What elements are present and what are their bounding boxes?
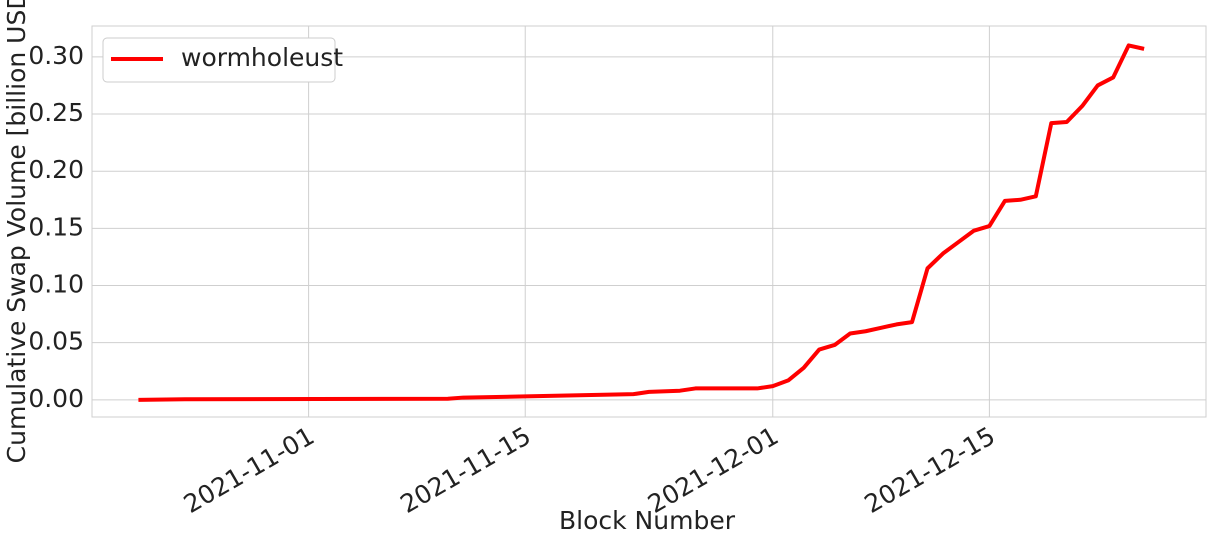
legend-box	[102, 37, 336, 83]
line	[138, 43, 1145, 402]
y-tick-label: 0.30	[28, 41, 84, 70]
x-tick-label: 2021-11-15	[395, 421, 535, 519]
y-tick-label: 0.10	[28, 270, 84, 299]
y-tick-label: 0.20	[28, 155, 84, 184]
plot-area	[91, 25, 1207, 418]
y-tick-label: 0.25	[28, 98, 84, 127]
y-tick-label: 0.15	[28, 212, 84, 241]
x-axis-label: Block Number	[559, 506, 736, 535]
x-tick-label: 2021-12-01	[643, 421, 783, 519]
y-tick-label: 0.00	[28, 384, 84, 413]
legend-label: wormholeust	[181, 43, 343, 72]
x-tick-label: 2021-12-15	[860, 421, 1000, 519]
y-axis-label: Cumulative Swap Volume [billion USD]	[2, 0, 31, 463]
y-tick-label: 0.05	[28, 327, 84, 356]
x-tick-label: 2021-11-01	[179, 421, 319, 519]
